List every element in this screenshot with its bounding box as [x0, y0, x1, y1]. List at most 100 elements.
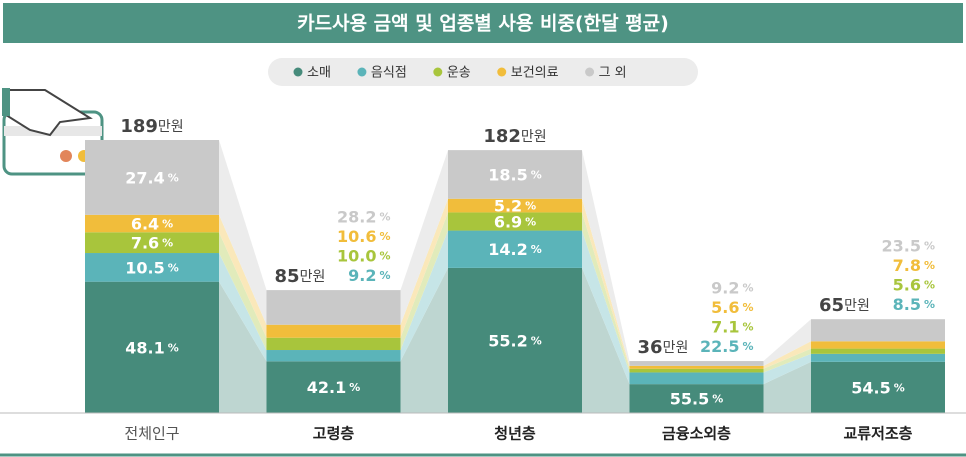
- value-number: 7.6: [131, 233, 159, 252]
- value-label: 9.2%: [711, 278, 753, 297]
- legend-label: 소매: [307, 66, 331, 81]
- value-label: 55.2%: [488, 331, 542, 350]
- value-unit: %: [924, 240, 935, 253]
- total-label: 85만원: [275, 266, 326, 287]
- connector: [763, 341, 811, 369]
- value-unit: %: [162, 218, 173, 231]
- total-number: 36: [638, 337, 663, 358]
- value-unit: %: [531, 243, 542, 256]
- value-unit: %: [531, 168, 542, 181]
- value-number: 48.1: [125, 338, 164, 357]
- total-unit: 만원: [158, 119, 184, 135]
- bar-segment: [448, 198, 582, 213]
- total-number: 85: [275, 266, 300, 287]
- value-label: 10.6%: [337, 227, 391, 246]
- total-label: 189만원: [120, 116, 183, 137]
- connector: [400, 150, 448, 325]
- value-label: 48.1%: [125, 338, 179, 357]
- legend-swatch: [357, 67, 367, 77]
- bar-segment: [629, 365, 764, 369]
- bar-segment: [629, 372, 764, 385]
- total-unit: 만원: [300, 269, 326, 285]
- connector: [582, 267, 630, 413]
- bar-segment: [629, 361, 764, 366]
- value-unit: %: [742, 282, 753, 295]
- x-tick-label: 교류저조층: [843, 425, 912, 443]
- value-unit: %: [379, 211, 390, 224]
- value-number: 27.4: [125, 168, 164, 187]
- legend-swatch: [433, 67, 443, 77]
- total-number: 65: [819, 295, 844, 316]
- value-unit: %: [525, 215, 536, 228]
- value-number: 55.5: [670, 389, 709, 408]
- value-label: 18.5%: [488, 165, 542, 184]
- value-label: 7.8%: [893, 256, 935, 275]
- value-number: 9.2: [348, 266, 376, 285]
- connector: [763, 353, 811, 385]
- total-label: 65만원: [819, 295, 870, 316]
- connector: [582, 230, 630, 385]
- value-label: 5.6%: [893, 275, 935, 294]
- bar-segment: [85, 253, 219, 282]
- value-number: 55.2: [488, 331, 527, 350]
- connector: [582, 198, 630, 369]
- total-label: 182만원: [483, 126, 546, 147]
- value-unit: %: [894, 381, 905, 394]
- connector: [400, 198, 448, 338]
- value-unit: %: [924, 298, 935, 311]
- value-unit: %: [924, 259, 935, 272]
- value-number: 23.5: [881, 236, 920, 255]
- legend-swatch: [585, 67, 595, 77]
- bar-segment: [811, 319, 945, 342]
- connector: [763, 348, 811, 373]
- total-label: 36만원: [638, 337, 689, 358]
- bar-segment: [629, 384, 764, 413]
- connector: [763, 361, 811, 413]
- value-label: 10.5%: [125, 258, 179, 277]
- connector: [582, 212, 630, 373]
- value-unit: %: [525, 200, 536, 213]
- value-number: 6.4: [131, 214, 159, 233]
- value-unit: %: [379, 250, 390, 263]
- value-number: 18.5: [488, 165, 527, 184]
- bar-segment: [811, 341, 945, 349]
- value-label: 42.1%: [307, 378, 361, 397]
- value-unit: %: [162, 237, 173, 250]
- bar-segment: [266, 337, 401, 351]
- legend-label: 음식점: [371, 66, 407, 81]
- legend-label: 운송: [447, 66, 471, 81]
- connector: [763, 319, 811, 366]
- value-label: 9.2%: [348, 266, 390, 285]
- value-label: 23.5%: [881, 236, 935, 255]
- value-label: 8.5%: [893, 295, 935, 314]
- connector: [219, 281, 267, 413]
- total-number: 182: [483, 126, 521, 147]
- bar-segment: [266, 290, 401, 325]
- bar-segment: [448, 267, 582, 413]
- x-tick-label: 전체인구: [124, 425, 179, 443]
- value-number: 54.5: [851, 378, 890, 397]
- value-unit: %: [742, 321, 753, 334]
- bar-segment: [85, 281, 219, 413]
- legend-label: 그 외: [599, 66, 627, 81]
- value-unit: %: [168, 171, 179, 184]
- value-label: 5.6%: [711, 298, 753, 317]
- connector: [219, 140, 267, 325]
- value-label: 22.5%: [700, 337, 754, 356]
- value-number: 10.6: [337, 227, 376, 246]
- bar-segment: [266, 361, 401, 413]
- value-unit: %: [924, 279, 935, 292]
- value-unit: %: [712, 393, 723, 406]
- value-number: 10.5: [125, 258, 164, 277]
- value-number: 10.0: [337, 246, 376, 265]
- total-unit: 만원: [844, 298, 870, 314]
- bar-segment: [85, 140, 219, 215]
- bar-segment: [629, 368, 764, 373]
- value-number: 28.2: [337, 207, 376, 226]
- value-number: 5.2: [494, 196, 522, 215]
- value-label: 7.1%: [711, 317, 753, 336]
- value-number: 14.2: [488, 240, 527, 259]
- value-number: 5.6: [893, 275, 921, 294]
- connector: [582, 150, 630, 366]
